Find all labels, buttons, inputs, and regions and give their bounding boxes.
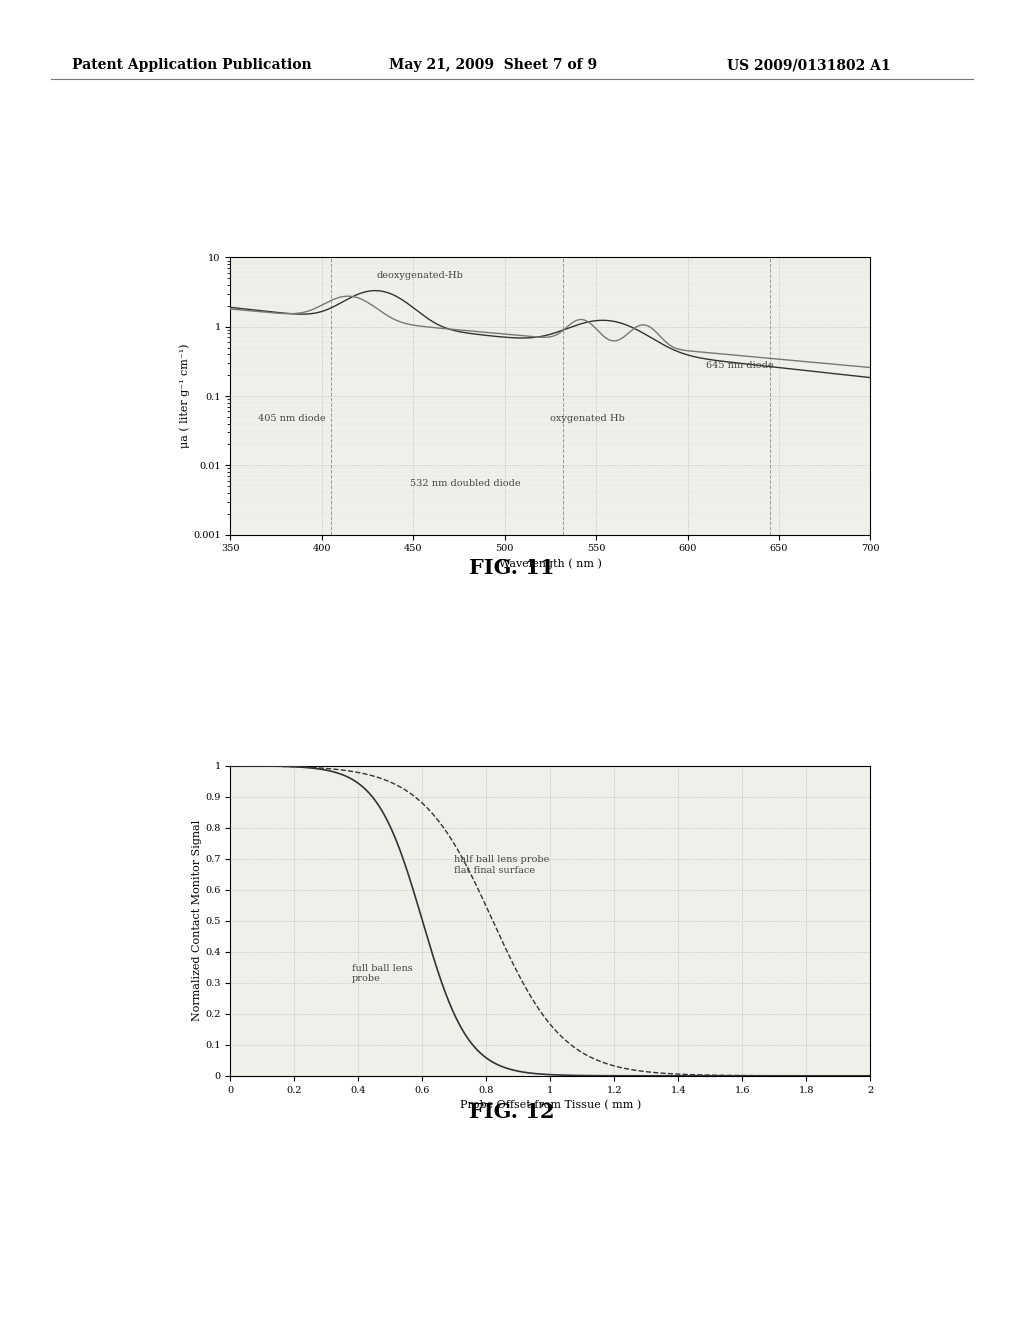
Text: FIG. 12: FIG. 12: [469, 1102, 555, 1122]
Text: oxygenated Hb: oxygenated Hb: [551, 414, 625, 424]
Text: 405 nm diode: 405 nm diode: [258, 414, 326, 424]
Text: Patent Application Publication: Patent Application Publication: [72, 58, 311, 73]
Text: May 21, 2009  Sheet 7 of 9: May 21, 2009 Sheet 7 of 9: [389, 58, 597, 73]
Text: US 2009/0131802 A1: US 2009/0131802 A1: [727, 58, 891, 73]
X-axis label: Wavelength ( nm ): Wavelength ( nm ): [499, 558, 602, 569]
Text: half ball lens probe
flat final surface: half ball lens probe flat final surface: [455, 855, 550, 875]
Text: full ball lens
probe: full ball lens probe: [352, 964, 413, 983]
Text: FIG. 11: FIG. 11: [469, 558, 555, 578]
Y-axis label: Normalized Contact Monitor Signal: Normalized Contact Monitor Signal: [193, 820, 203, 1022]
Text: deoxygenated-Hb: deoxygenated-Hb: [377, 271, 464, 280]
Text: 645 nm diode: 645 nm diode: [706, 360, 773, 370]
X-axis label: Probe Offset from Tissue ( mm ): Probe Offset from Tissue ( mm ): [460, 1100, 641, 1110]
Y-axis label: μa ( liter g⁻¹ cm⁻¹): μa ( liter g⁻¹ cm⁻¹): [179, 343, 190, 449]
Text: 532 nm doubled diode: 532 nm doubled diode: [410, 479, 520, 488]
